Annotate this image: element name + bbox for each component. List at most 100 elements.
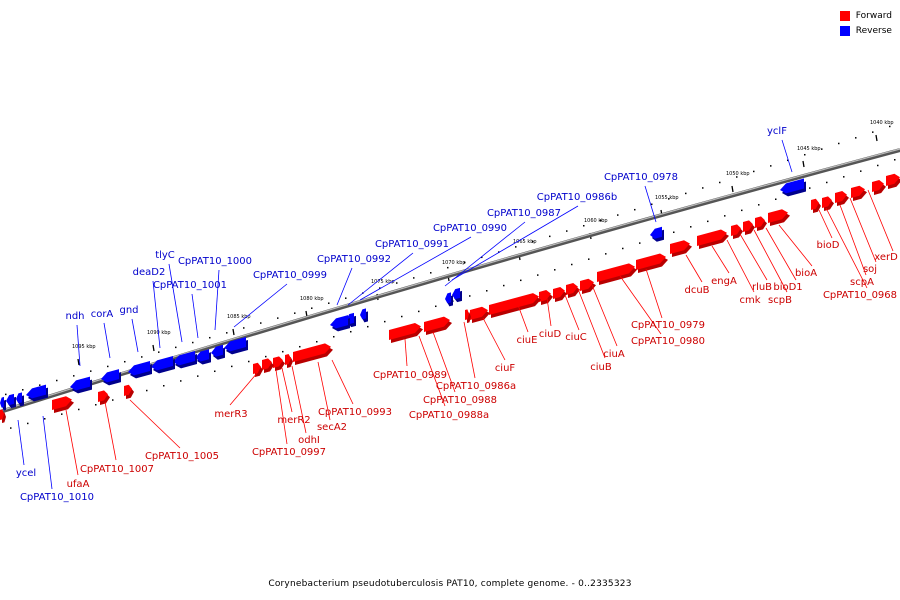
scale-dot: [639, 242, 641, 244]
scale-dot: [260, 322, 262, 324]
reverse-gene[interactable]: [26, 384, 48, 402]
forward-leader: [685, 254, 703, 283]
forward-gene[interactable]: [262, 358, 274, 373]
reverse-gene-label: CpPAT10_0978: [604, 172, 678, 183]
scale-dot: [231, 365, 233, 368]
forward-gene[interactable]: [124, 384, 134, 399]
reverse-swatch: [839, 25, 850, 36]
reverse-gene-label: CpPAT10_1010: [20, 492, 94, 503]
forward-gene[interactable]: [697, 229, 729, 249]
scale-dot: [95, 404, 97, 406]
reverse-gene[interactable]: [360, 308, 368, 323]
forward-gene[interactable]: [465, 309, 471, 323]
forward-gene-label: ciuD: [539, 329, 562, 340]
scale-dot: [707, 220, 709, 223]
forward-leader: [765, 227, 797, 281]
forward-gene[interactable]: [886, 173, 900, 189]
forward-gene[interactable]: [424, 316, 452, 335]
scale-dot: [277, 317, 279, 319]
reverse-leader: [644, 185, 657, 223]
forward-leader: [739, 233, 768, 281]
forward-gene[interactable]: [285, 354, 293, 368]
scale-dot: [299, 345, 301, 348]
scale-dot: [112, 399, 114, 401]
forward-gene[interactable]: [872, 180, 886, 195]
reverse-gene[interactable]: [195, 349, 211, 365]
forward-gene[interactable]: [539, 290, 553, 305]
reverse-gene[interactable]: [101, 369, 121, 386]
forward-gene[interactable]: [253, 362, 263, 377]
reverse-gene[interactable]: [650, 226, 664, 242]
forward-gene[interactable]: [98, 390, 110, 405]
forward-leader: [65, 409, 79, 476]
forward-gene-label: CpPAT10_0988a: [409, 410, 489, 421]
scale-dot: [860, 170, 862, 172]
forward-gene[interactable]: [273, 356, 285, 371]
forward-leader: [839, 204, 867, 276]
reverse-gene[interactable]: [330, 315, 350, 332]
forward-leader: [818, 209, 833, 239]
scale-dot: [192, 341, 194, 344]
forward-gene[interactable]: [743, 220, 755, 235]
reverse-gene[interactable]: [6, 393, 16, 409]
forward-gene-label: ciuE: [517, 335, 538, 346]
scale-dot: [430, 272, 432, 274]
scale-dot: [843, 176, 845, 178]
reverse-gene[interactable]: [452, 287, 462, 303]
reverse-leader: [168, 263, 183, 343]
reverse-gene[interactable]: [151, 356, 175, 374]
scale-dot: [413, 277, 415, 279]
forward-gene[interactable]: [822, 196, 834, 211]
reverse-gene[interactable]: [224, 337, 248, 355]
forward-gene[interactable]: [580, 278, 596, 294]
reverse-leader: [131, 318, 139, 353]
reverse-gene-label: corA: [91, 309, 114, 320]
reverse-gene[interactable]: [173, 351, 197, 369]
scale-dot: [435, 305, 437, 308]
scale-dot: [605, 253, 607, 255]
forward-gene[interactable]: [851, 185, 867, 201]
forward-gene[interactable]: [52, 396, 74, 413]
forward-gene-label: secA2: [317, 422, 347, 433]
scale-tick-label: 1060 kbp: [584, 218, 608, 224]
reverse-gene[interactable]: [445, 292, 453, 307]
reverse-gene[interactable]: [16, 392, 24, 407]
scale-dot: [418, 310, 420, 313]
reverse-gene[interactable]: [128, 361, 152, 379]
reverse-gene[interactable]: [0, 396, 6, 411]
forward-gene[interactable]: [389, 322, 423, 343]
scale-dot: [804, 153, 806, 156]
reverse-gene[interactable]: [211, 344, 225, 360]
forward-gene[interactable]: [755, 216, 767, 231]
forward-gene[interactable]: [670, 240, 692, 257]
forward-leader: [229, 371, 259, 406]
scale-dot: [333, 335, 335, 338]
scale-dot: [571, 263, 573, 266]
forward-gene[interactable]: [731, 224, 743, 239]
forward-gene[interactable]: [636, 253, 668, 273]
scale-dot: [724, 215, 726, 217]
scale-tick: [232, 328, 235, 336]
forward-gene[interactable]: [0, 409, 6, 423]
forward-gene-label: CpPAT10_0986a: [436, 381, 516, 392]
reverse-gene[interactable]: [70, 376, 92, 394]
forward-gene[interactable]: [293, 343, 333, 365]
forward-gene[interactable]: [470, 306, 490, 323]
reverse-gene[interactable]: [780, 178, 806, 197]
forward-gene[interactable]: [597, 263, 637, 285]
forward-gene[interactable]: [566, 283, 580, 298]
forward-gene[interactable]: [768, 209, 790, 226]
reverse-leader: [103, 322, 111, 359]
reverse-gene-label: deaD2: [133, 267, 166, 278]
scale-tick: [77, 358, 80, 366]
scale-tick-label: 1065 kbp: [513, 239, 537, 245]
forward-gene[interactable]: [553, 287, 567, 302]
scale-tick-label: 1050 kbp: [726, 171, 750, 177]
scale-dot: [826, 181, 828, 184]
forward-gene[interactable]: [835, 191, 849, 206]
genes: [0, 173, 900, 423]
forward-gene[interactable]: [489, 293, 541, 318]
forward-gene[interactable]: [811, 198, 821, 213]
scale-dot: [622, 247, 624, 250]
scale-dot: [141, 356, 143, 358]
